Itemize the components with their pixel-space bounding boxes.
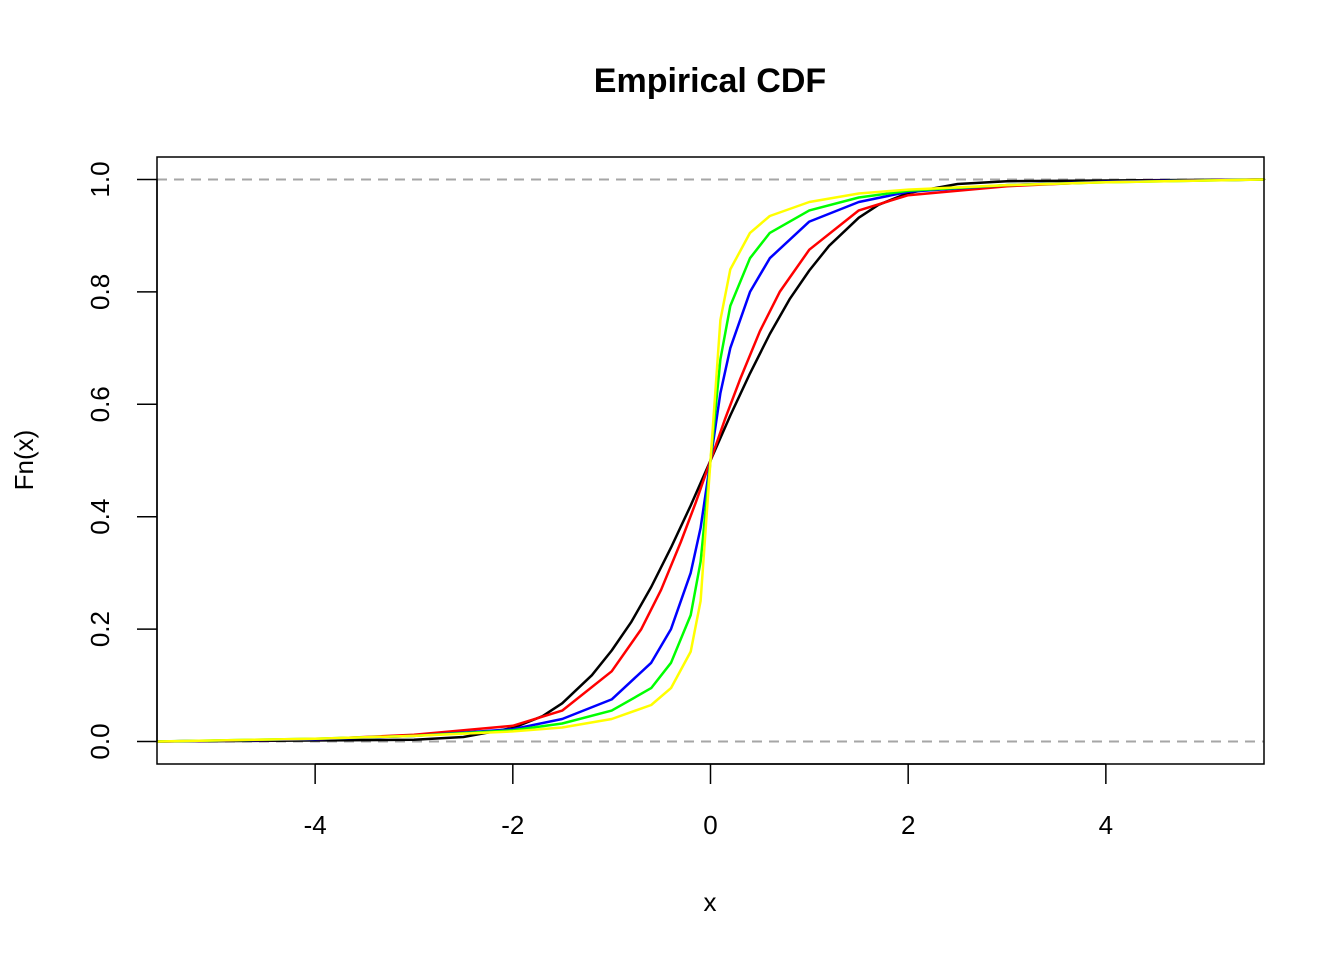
x-tick-label: -4 bbox=[304, 810, 327, 840]
x-tick-label: 4 bbox=[1099, 810, 1113, 840]
x-axis: -4 -2 0 2 4 bbox=[304, 763, 1113, 840]
series-line-4 bbox=[155, 178, 1266, 743]
series-lines bbox=[155, 178, 1266, 743]
y-tick-label: 0.8 bbox=[85, 274, 115, 310]
x-tick-label: 2 bbox=[901, 810, 915, 840]
y-axis: 0.0 0.2 0.4 0.6 0.8 1.0 bbox=[85, 161, 158, 760]
chart-title: Empirical CDF bbox=[594, 62, 826, 100]
x-axis-label: x bbox=[704, 887, 717, 917]
y-tick-label: 0.6 bbox=[85, 386, 115, 422]
x-tick-label: -2 bbox=[501, 810, 524, 840]
y-tick-label: 0.2 bbox=[85, 611, 115, 647]
y-tick-label: 1.0 bbox=[85, 161, 115, 197]
y-tick-label: 0.0 bbox=[85, 723, 115, 759]
x-tick-label: 0 bbox=[703, 810, 717, 840]
y-axis-label: Fn(x) bbox=[9, 430, 39, 491]
y-tick-label: 0.4 bbox=[85, 499, 115, 535]
